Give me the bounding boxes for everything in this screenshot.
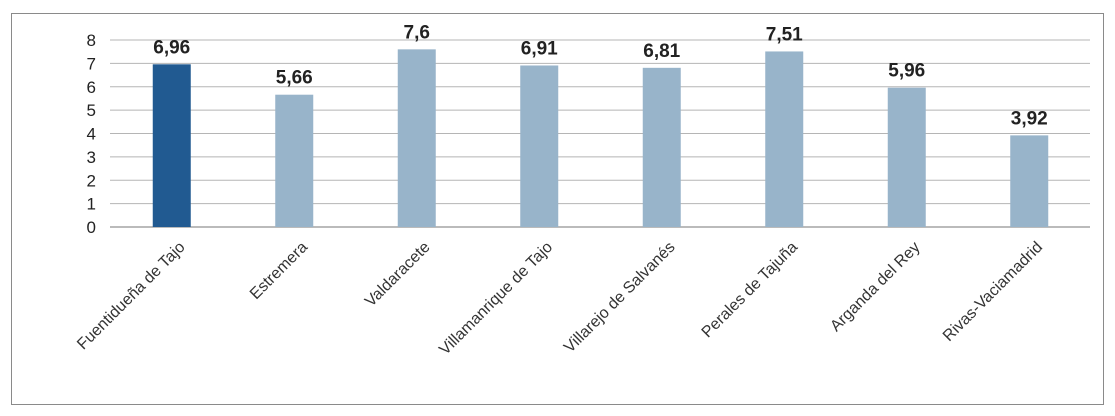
data-label: 7,6 xyxy=(404,22,430,43)
data-label: 5,96 xyxy=(888,61,925,82)
x-tick-label: Villarejo de Salvanés xyxy=(561,239,678,356)
y-tick-label: 8 xyxy=(87,31,96,50)
data-label: 7,51 xyxy=(766,24,803,45)
y-tick-label: 2 xyxy=(87,171,96,190)
data-label: 6,81 xyxy=(643,41,680,62)
x-tick-label: Estremera xyxy=(247,239,311,303)
x-tick-label: Rivas-Vaciamadrid xyxy=(940,239,1046,345)
bar xyxy=(887,87,926,227)
x-tick-label: Perales de Tajuña xyxy=(699,239,801,341)
y-tick-label: 6 xyxy=(87,78,96,97)
y-tick-label: 3 xyxy=(87,148,96,167)
y-tick-label: 1 xyxy=(87,195,96,214)
y-tick-label: 5 xyxy=(87,101,96,120)
bar xyxy=(275,94,314,227)
bar xyxy=(152,64,191,227)
x-tick-label: Villamanrique de Tajo xyxy=(436,239,556,359)
data-label: 5,66 xyxy=(276,68,313,89)
y-tick-label: 0 xyxy=(87,218,96,237)
bar xyxy=(397,49,436,227)
bar xyxy=(1010,135,1049,227)
data-label: 6,91 xyxy=(521,38,558,59)
x-tick-label: Arganda del Rey xyxy=(827,239,923,335)
x-tick-label: Fuentidueña de Tajo xyxy=(74,239,188,353)
data-label: 6,96 xyxy=(153,37,190,58)
y-tick-label: 7 xyxy=(87,54,96,73)
x-tick-label: Valdaracete xyxy=(362,239,434,311)
data-label: 3,92 xyxy=(1011,108,1048,129)
bar xyxy=(642,67,681,227)
y-tick-label: 4 xyxy=(87,125,96,144)
bar xyxy=(520,65,559,227)
bar xyxy=(765,51,804,227)
